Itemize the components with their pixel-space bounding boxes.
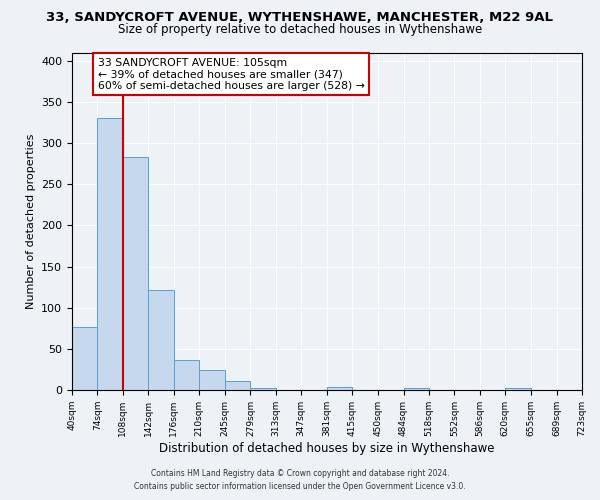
Bar [326, 386, 352, 390]
Bar [173, 360, 199, 390]
Text: Size of property relative to detached houses in Wythenshawe: Size of property relative to detached ho… [118, 22, 482, 36]
Bar [199, 370, 225, 390]
Bar [72, 326, 97, 390]
Text: 33, SANDYCROFT AVENUE, WYTHENSHAWE, MANCHESTER, M22 9AL: 33, SANDYCROFT AVENUE, WYTHENSHAWE, MANC… [47, 11, 554, 24]
X-axis label: Distribution of detached houses by size in Wythenshawe: Distribution of detached houses by size … [159, 442, 495, 454]
Bar [123, 157, 148, 390]
Bar [225, 381, 250, 390]
Text: 33 SANDYCROFT AVENUE: 105sqm
← 39% of detached houses are smaller (347)
60% of s: 33 SANDYCROFT AVENUE: 105sqm ← 39% of de… [97, 58, 364, 91]
Text: Contains HM Land Registry data © Crown copyright and database right 2024.
Contai: Contains HM Land Registry data © Crown c… [134, 470, 466, 491]
Y-axis label: Number of detached properties: Number of detached properties [26, 134, 35, 309]
Bar [148, 290, 173, 390]
Bar [505, 388, 531, 390]
Bar [97, 118, 123, 390]
Bar [404, 388, 429, 390]
Bar [250, 388, 276, 390]
